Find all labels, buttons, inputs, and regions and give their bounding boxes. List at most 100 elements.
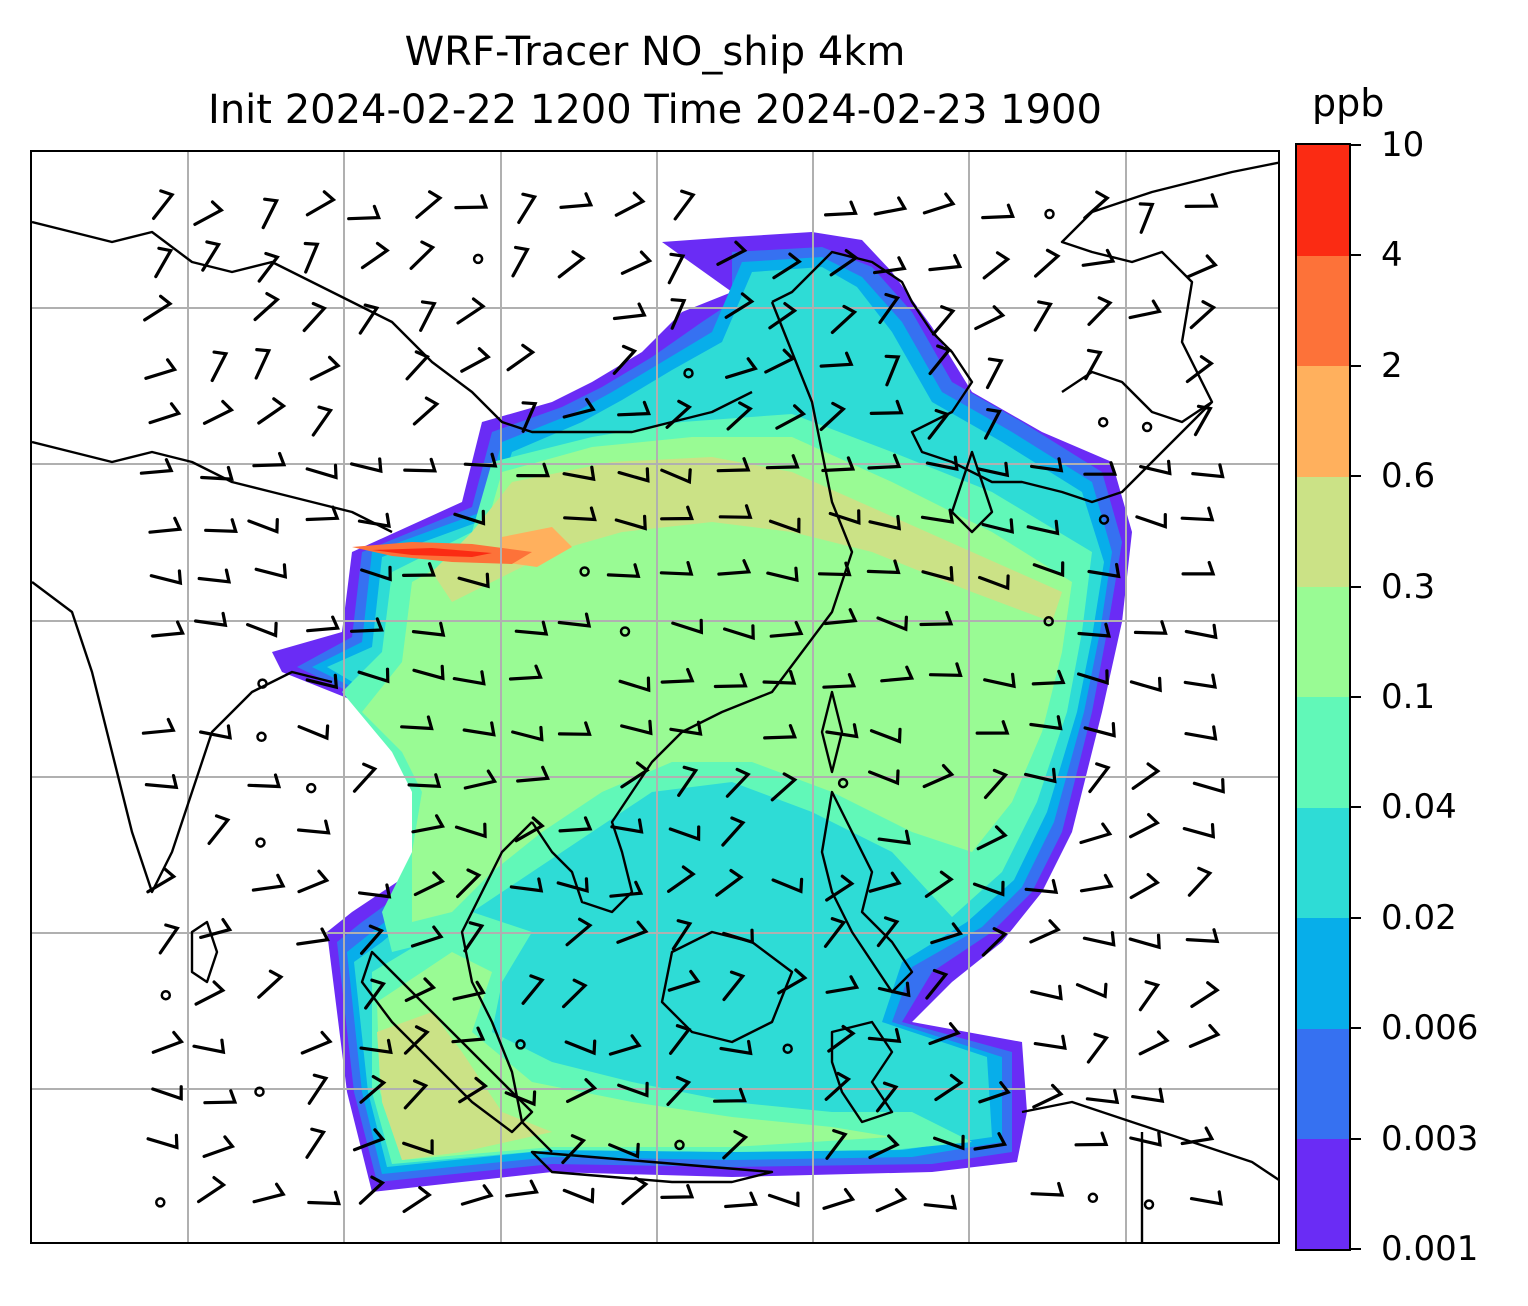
calm-wind-marker xyxy=(254,1086,265,1097)
colorbar-tick xyxy=(1351,1027,1361,1030)
wind-barb xyxy=(829,249,859,277)
wind-barb xyxy=(612,302,647,321)
calm-wind-marker xyxy=(256,731,267,743)
wind-barb xyxy=(1131,762,1161,790)
wind-barb xyxy=(1186,254,1218,279)
coastline-taiwan xyxy=(820,690,844,774)
wind-barb xyxy=(1088,762,1111,794)
wind-barb xyxy=(1030,984,1063,1001)
wind-barb xyxy=(148,516,183,534)
wind-barb xyxy=(557,721,592,736)
wind-barb xyxy=(149,569,183,586)
figure-title: WRF-Tracer NO_ship 4km xyxy=(404,29,906,75)
wind-barb xyxy=(411,621,446,637)
wind-barb xyxy=(610,818,644,834)
wind-barb xyxy=(1083,190,1110,220)
wind-barb xyxy=(616,920,649,944)
calm-wind-marker xyxy=(155,1197,166,1208)
wind-barb xyxy=(1075,982,1108,999)
tracer-level-0.1-south xyxy=(377,952,892,1160)
wind-barb xyxy=(677,765,699,797)
wind-barb xyxy=(666,1075,692,1106)
colorbar-segment xyxy=(1297,1028,1349,1140)
wind-barb xyxy=(148,402,182,425)
wind-barb xyxy=(516,462,551,478)
wind-barb xyxy=(460,347,491,373)
wind-barb xyxy=(766,566,799,583)
wind-barb xyxy=(1191,463,1225,479)
wind-barb xyxy=(717,559,752,576)
wind-barb xyxy=(769,620,804,638)
wind-barb xyxy=(1031,669,1066,686)
wind-barb xyxy=(454,822,487,839)
wind-barb xyxy=(352,1128,386,1152)
colorbar-segment xyxy=(1297,365,1349,477)
wind-barb xyxy=(1032,1083,1064,1109)
wind-barb xyxy=(828,509,861,526)
wind-barb xyxy=(364,978,387,1010)
wind-barb xyxy=(300,1030,333,1055)
wind-barb xyxy=(305,463,338,480)
wind-barb xyxy=(659,561,694,576)
wind-barb xyxy=(456,297,486,325)
wind-barb xyxy=(193,200,225,226)
colorbar-segment xyxy=(1297,145,1349,256)
wind-barb xyxy=(146,867,177,894)
wind-barb xyxy=(508,664,543,681)
wind-barb xyxy=(764,348,796,374)
wind-barb xyxy=(144,358,178,380)
wind-barb xyxy=(360,241,390,270)
wind-barb xyxy=(511,245,530,278)
wind-barb xyxy=(562,465,596,482)
wind-barb xyxy=(777,968,808,995)
colorbar-tick xyxy=(1351,806,1361,809)
wind-barb xyxy=(669,1024,692,1055)
wind-barb xyxy=(359,1075,387,1104)
wind-barb xyxy=(925,968,949,1000)
wind-barb xyxy=(139,458,174,475)
wind-barb xyxy=(768,517,801,534)
wind-barb xyxy=(1032,561,1065,578)
wind-barb xyxy=(564,1039,597,1056)
wind-barb xyxy=(359,1038,393,1055)
wind-barb xyxy=(726,401,753,431)
wind-barb xyxy=(981,927,1008,957)
wind-barb xyxy=(1193,404,1213,437)
figure-subtitle: Init 2024-02-22 1200 Time 2024-02-23 190… xyxy=(208,87,1102,133)
wind-barb xyxy=(983,768,1009,799)
wind-barb xyxy=(824,200,858,217)
wind-barb xyxy=(621,1176,649,1206)
calm-wind-marker xyxy=(1044,208,1055,220)
wind-barb xyxy=(1085,1088,1120,1105)
wind-barb xyxy=(197,568,232,584)
wind-barb xyxy=(868,769,900,786)
wind-barb xyxy=(302,301,327,333)
wind-barb xyxy=(1128,933,1161,950)
wind-barb xyxy=(200,465,234,481)
wind-barb xyxy=(1129,676,1162,693)
wind-barb xyxy=(775,404,807,430)
colorbar-tick-label: 10 xyxy=(1381,125,1425,165)
wind-barb xyxy=(419,300,437,332)
wind-barb xyxy=(557,612,592,628)
wind-barb xyxy=(869,727,902,744)
wind-barb xyxy=(247,518,279,534)
wind-barb xyxy=(620,719,653,736)
wind-barb xyxy=(1086,1032,1110,1064)
calm-wind-marker xyxy=(1097,416,1109,428)
wind-barb xyxy=(614,191,646,217)
colorbar-tick-label: 2 xyxy=(1381,345,1403,386)
wind-barb xyxy=(868,514,902,531)
wind-barb xyxy=(722,928,754,945)
wind-barb xyxy=(873,196,908,216)
wind-barb xyxy=(614,514,647,531)
wind-barb xyxy=(146,1133,179,1150)
wind-barb xyxy=(151,1030,185,1054)
wind-barb xyxy=(825,874,855,902)
wind-barb xyxy=(931,305,956,336)
wind-barb xyxy=(928,254,963,272)
wind-barb xyxy=(347,204,381,221)
wind-barb xyxy=(825,1129,848,1160)
wind-barb xyxy=(1030,457,1064,473)
